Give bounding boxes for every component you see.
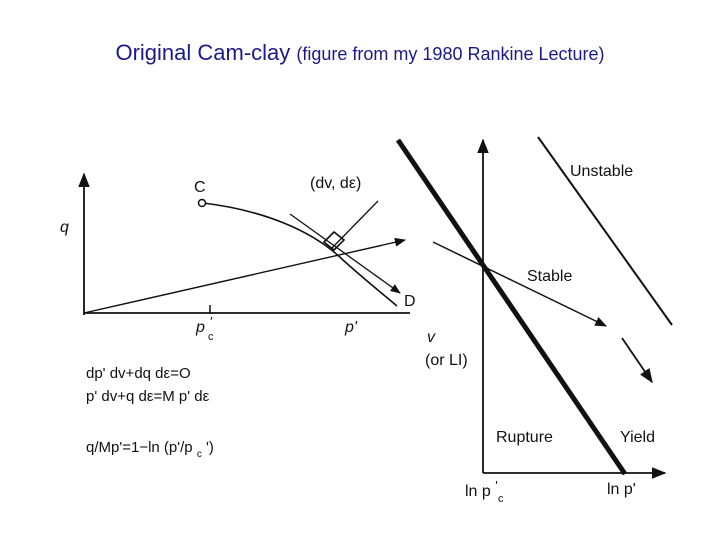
lnpc-tick-label: ln p ' (465, 478, 498, 500)
right-diagram: Unstable Stable Rupture Yield v (or LI) … (395, 136, 673, 505)
increment-label: (dv, dε) (310, 175, 361, 192)
v-axis-alt-label: (or LI) (425, 352, 468, 369)
title-main: Original Cam-clay (115, 40, 291, 65)
v-axis-label: v (427, 329, 436, 346)
equation-3-sub: c (197, 449, 202, 460)
left-diagram: C D q (dv, dε) p' p ' c (60, 172, 416, 343)
slide-title: Original Cam-clay (figure from my 1980 R… (0, 40, 720, 66)
equation-3-main: q/Mp'=1−ln (p'/p (86, 439, 193, 456)
right-angle-marker (322, 230, 346, 252)
lnpc-tick-main: ln p (465, 483, 491, 500)
p-axis-label: p' (344, 319, 358, 336)
lnp-tick-label: ln p' (607, 481, 636, 498)
unstable-arrow (621, 337, 653, 384)
lnpc-tick-prime: ' (495, 478, 497, 493)
equation-3: q/Mp'=1−ln (p'/p c ') (86, 439, 214, 461)
yield-locus-curve (202, 202, 398, 307)
pc-tick-prime: ' (209, 314, 212, 329)
critical-state-line (395, 138, 628, 476)
pc-tick-main: p (195, 319, 205, 336)
point-c-label: C (194, 179, 206, 196)
region-unstable-label: Unstable (570, 163, 633, 180)
pc-tick-label: p ' (195, 314, 212, 336)
region-yield-label: Yield (620, 429, 655, 446)
equation-2: p' dv+q dε=M p' dε (86, 388, 210, 405)
equations: dp' dv+dq dε=O p' dv+q dε=M p' dε q/Mp'=… (86, 365, 214, 461)
point-c-marker (197, 198, 207, 208)
stable-arrow (432, 241, 608, 327)
q-axis-label: q (60, 219, 69, 236)
tangent-arrow (289, 213, 401, 294)
stress-path-line (83, 237, 407, 314)
title-sub: (figure from my 1980 Rankine Lecture) (296, 44, 605, 64)
pc-tick-subscript: c (208, 331, 214, 343)
region-rupture-label: Rupture (496, 429, 553, 446)
point-d-label: D (404, 293, 416, 310)
lnpc-tick-subscript: c (498, 493, 504, 505)
unstable-boundary-line (537, 136, 673, 326)
equation-1: dp' dv+dq dε=O (86, 365, 191, 382)
region-stable-label: Stable (527, 268, 572, 285)
normal-vector (331, 200, 379, 249)
equation-3-end: ') (206, 439, 214, 456)
